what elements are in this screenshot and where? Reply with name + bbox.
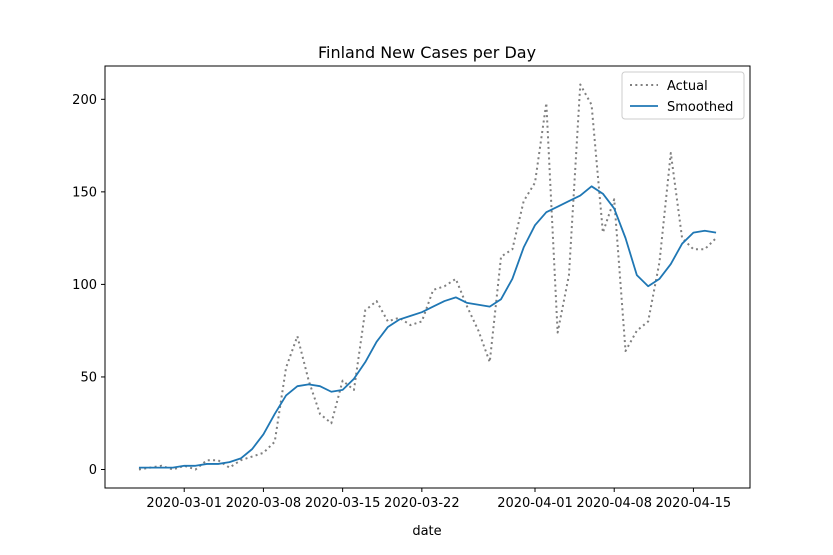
legend-label-actual: Actual [667,79,708,94]
x-tick-label: 2020-04-15 [656,496,732,511]
y-tick-label: 50 [80,370,97,385]
y-tick-label: 100 [72,278,97,293]
y-tick-label: 200 [72,93,97,108]
series-line-smoothed [138,185,717,469]
x-tick-label: 2020-03-08 [226,496,302,511]
x-tick-label: 2020-03-01 [146,496,222,511]
legend-box [621,71,745,120]
legend: Actual Smoothed [621,71,745,120]
x-tick-label: 2020-04-01 [497,496,573,511]
y-axis: 0 50 100 150 200 [72,93,105,478]
x-tick-label: 2020-03-22 [384,496,460,511]
x-tick-label: 2020-03-15 [305,496,381,511]
y-tick-label: 0 [89,463,97,478]
plot-area-frame [104,65,751,489]
series-layer [138,83,717,471]
x-axis-label: date [412,524,441,539]
legend-label-smoothed: Smoothed [667,100,733,115]
x-axis: 2020-03-01 2020-03-08 2020-03-15 2020-03-22… [146,488,731,511]
chart-title: Finland New Cases per Day [318,43,536,62]
x-tick-label: 2020-04-08 [576,496,652,511]
y-tick-label: 150 [72,185,97,200]
